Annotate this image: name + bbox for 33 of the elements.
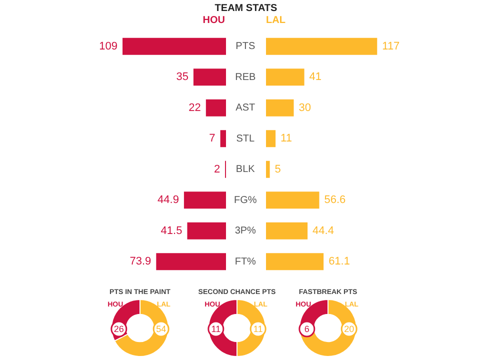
y-tick-label: STL bbox=[236, 133, 255, 144]
data-label: 61.1 bbox=[328, 256, 350, 268]
series-label: LAL bbox=[266, 15, 286, 26]
data-label: 41 bbox=[309, 71, 322, 84]
data-label: 11 bbox=[211, 324, 221, 334]
data-label: 56.6 bbox=[324, 194, 346, 206]
data-label: 109 bbox=[99, 40, 118, 52]
y-tick-label: BLK bbox=[236, 164, 256, 176]
data-label: 44.4 bbox=[312, 224, 334, 237]
data-label: 11 bbox=[280, 132, 292, 145]
data-label: 11 bbox=[253, 324, 263, 334]
y-tick-label: REB bbox=[235, 72, 256, 83]
data-label: 54 bbox=[156, 324, 166, 334]
y-tick-label: FG% bbox=[234, 194, 257, 206]
data-label: 2 bbox=[214, 163, 220, 176]
data-label: 7 bbox=[209, 132, 216, 145]
data-label: 35 bbox=[176, 71, 188, 84]
text: TEAM STATS bbox=[214, 3, 278, 14]
data-label: 73.9 bbox=[130, 256, 152, 268]
data-label: 6 bbox=[304, 324, 310, 334]
data-label: 30 bbox=[298, 102, 312, 114]
y-tick-label: 3P% bbox=[234, 226, 256, 237]
data-label: 22 bbox=[188, 102, 201, 114]
data-label: 20 bbox=[344, 324, 354, 334]
data-label: 5 bbox=[274, 163, 281, 176]
y-tick-label: AST bbox=[236, 102, 256, 114]
data-label: 117 bbox=[382, 40, 400, 52]
data-label: 41.5 bbox=[160, 224, 182, 237]
y-tick-label: FT% bbox=[234, 256, 256, 268]
data-label: 26 bbox=[114, 324, 124, 334]
y-tick-label: PTS bbox=[236, 41, 256, 52]
series-label: HOU bbox=[202, 15, 225, 26]
data-label: 44.9 bbox=[158, 194, 179, 206]
